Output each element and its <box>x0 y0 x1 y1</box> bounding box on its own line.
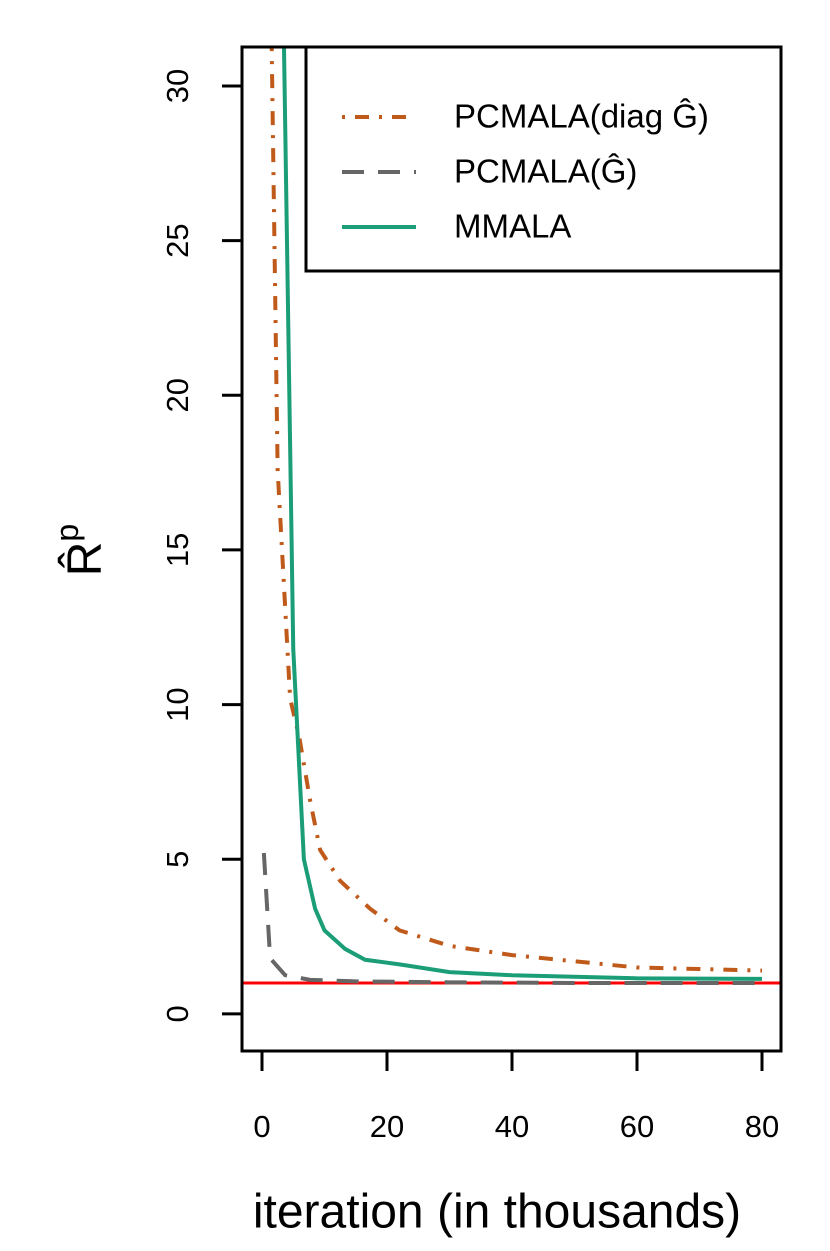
y-axis-title-sup: p <box>49 524 85 542</box>
legend-label: PCMALA(diag Ĝ) <box>454 98 709 135</box>
y-tick-label: 15 <box>160 533 195 567</box>
y-tick-label: 30 <box>160 69 195 103</box>
y-axis-title: R̂p <box>49 524 111 576</box>
series-line <box>261 852 762 985</box>
y-axis-title-base: R̂ <box>58 542 112 577</box>
y-tick-label: 5 <box>160 851 195 868</box>
y-tick-label: 25 <box>160 223 195 257</box>
x-tick-label: 20 <box>370 1109 404 1144</box>
x-tick-label: 0 <box>253 1109 270 1144</box>
x-tick-label: 40 <box>495 1109 529 1144</box>
x-axis-title: iteration (in thousands) <box>253 1186 741 1239</box>
x-tick-label: 60 <box>620 1109 654 1144</box>
legend-label: PCMALA(Ĝ) <box>454 153 637 190</box>
legend-box <box>304 45 783 273</box>
y-tick-label: 0 <box>160 1005 195 1022</box>
y-tick-label: 10 <box>160 687 195 721</box>
series-line <box>269 47 763 973</box>
y-tick-label: 20 <box>160 378 195 412</box>
x-tick-label: 80 <box>745 1109 779 1144</box>
series-line <box>281 47 763 981</box>
legend-label: MMALA <box>454 208 571 245</box>
plot-area <box>242 47 781 985</box>
